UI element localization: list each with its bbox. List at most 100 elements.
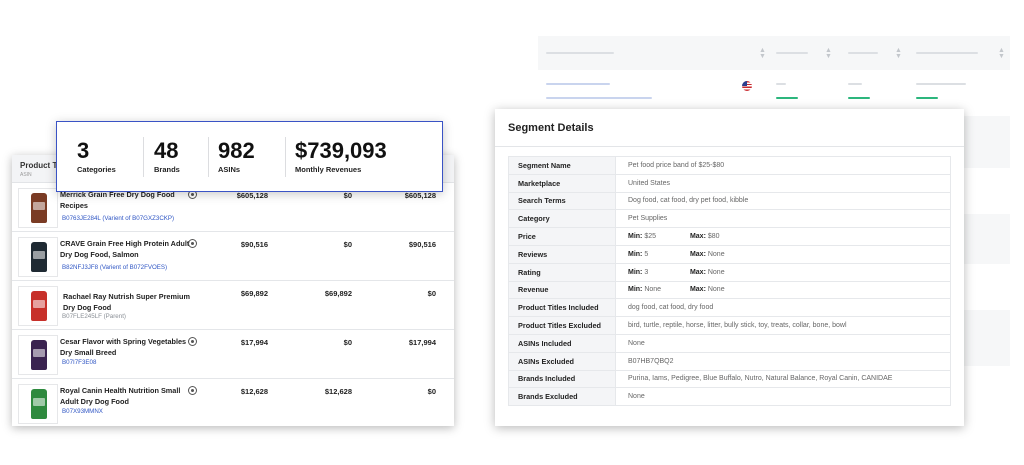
- detail-row: Search Terms Dog food, cat food, dry pet …: [508, 191, 951, 211]
- detail-value: Min: $25 Max: $80: [615, 227, 951, 246]
- detail-row: ASINs Excluded B07HB7QBQ2: [508, 351, 951, 371]
- detail-key: Price: [508, 227, 616, 246]
- product-asin[interactable]: B82NFJ3JF8 (Varient of B072FVOES): [62, 264, 168, 271]
- product-bag-image: [31, 193, 47, 223]
- green-bar: [776, 97, 798, 99]
- revenue-value: $0: [427, 387, 436, 396]
- placeholder-line: [546, 97, 652, 99]
- detail-key: Search Terms: [508, 191, 616, 211]
- us-flag-icon: [742, 81, 752, 91]
- sort-icon[interactable]: ▲ ▼: [825, 47, 832, 60]
- stat-asins: 982 ASINs: [218, 139, 255, 175]
- min-value: Min: 5: [628, 250, 649, 258]
- detail-row: Reviews Min: 5 Max: None: [508, 244, 951, 264]
- product-image: [18, 384, 58, 424]
- detail-row: Price Min: $25 Max: $80: [508, 227, 951, 246]
- green-bar: [848, 97, 870, 99]
- placeholder-line: [546, 83, 610, 85]
- detail-value: Min: 3 Max: None: [615, 262, 951, 282]
- product-bag-image: [31, 242, 47, 272]
- detail-row: Rating Min: 3 Max: None: [508, 262, 951, 282]
- detail-value: dog food, cat food, dry food: [615, 298, 951, 318]
- stat-value: 48: [154, 138, 179, 163]
- detail-key: Segment Name: [508, 156, 616, 175]
- product-name[interactable]: Royal Canin Health Nutrition Small Adult…: [60, 386, 181, 406]
- max-value: Max: None: [689, 286, 725, 294]
- detail-value: None: [615, 387, 951, 407]
- product-table: Product Titl ASIN Merrick Grain Free Dry…: [12, 155, 454, 426]
- detail-row: Category Pet Supplies: [508, 209, 951, 229]
- product-name[interactable]: CRAVE Grain Free High Protein Adult Dry …: [60, 239, 190, 259]
- product-name[interactable]: Cesar Flavor with Spring Vegetables Dry …: [60, 337, 187, 357]
- stat-monthly-revenues: $739,093 Monthly Revenues: [295, 138, 387, 175]
- product-name[interactable]: Rachael Ray Nutrish Super Premium Dry Do…: [63, 292, 190, 312]
- detail-key: ASINs Excluded: [508, 351, 616, 371]
- revenue-value: $17,994: [240, 338, 268, 347]
- detail-value: None: [615, 333, 951, 353]
- table-row[interactable]: Rachael Ray Nutrish Super Premium Dry Do…: [12, 282, 454, 330]
- detail-key: Product Titles Included: [508, 298, 616, 318]
- stat-label: Categories: [77, 165, 116, 174]
- sort-icon[interactable]: ▲ ▼: [895, 47, 902, 60]
- table-row[interactable]: CRAVE Grain Free High Protein Adult Dry …: [12, 233, 454, 281]
- revenue-value: $17,994: [408, 338, 436, 347]
- sort-icon[interactable]: ▲ ▼: [998, 47, 1005, 60]
- min-value: Min: 3: [628, 268, 649, 276]
- detail-key: ASINs Included: [508, 333, 616, 353]
- placeholder-line: [848, 52, 878, 54]
- stat-brands: 48 Brands: [154, 138, 180, 175]
- divider: [495, 146, 964, 147]
- info-icon[interactable]: [188, 386, 197, 395]
- panel-title: Segment Details: [508, 122, 594, 134]
- sort-icon[interactable]: ▲ ▼: [759, 47, 766, 60]
- stat-value: $739,093: [295, 138, 387, 163]
- info-icon[interactable]: [188, 239, 197, 248]
- placeholder-line: [776, 83, 786, 85]
- placeholder-line: [776, 52, 808, 54]
- detail-row: Brands Excluded None: [508, 387, 951, 407]
- revenue-value: $605,128: [404, 191, 436, 200]
- detail-key: Marketplace: [508, 173, 616, 193]
- detail-row: Product Titles Included dog food, cat foo…: [508, 298, 951, 318]
- product-asin[interactable]: B07FLE245LF (Parent): [62, 313, 126, 320]
- detail-row: Marketplace United States: [508, 173, 951, 193]
- product-name[interactable]: Merrick Grain Free Dry Dog Food Recipes: [60, 190, 175, 210]
- revenue-value: $69,892: [324, 289, 352, 298]
- stat-label: Monthly Revenues: [295, 165, 362, 174]
- detail-key: Category: [508, 209, 616, 229]
- min-value: Min: None: [628, 286, 662, 294]
- table-row[interactable]: Merrick Grain Free Dry Dog Food Recipes …: [12, 184, 454, 232]
- table-row[interactable]: Cesar Flavor with Spring Vegetables Dry …: [12, 331, 454, 379]
- product-asin[interactable]: B0763JE284L (Varient of B07GXZ3CKP): [62, 215, 175, 222]
- product-image: [18, 335, 58, 375]
- detail-value: Purina, Iams, Pedigree, Blue Buffalo, Nu…: [615, 369, 951, 389]
- info-icon[interactable]: [188, 337, 197, 346]
- detail-key: Rating: [508, 262, 616, 282]
- product-bag-image: [31, 291, 47, 321]
- max-value: Max: $80: [689, 233, 720, 241]
- product-bag-image: [31, 340, 47, 370]
- stat-label: Brands: [154, 165, 180, 174]
- placeholder-line: [848, 83, 862, 85]
- revenue-value: $12,628: [324, 387, 352, 396]
- detail-key: Revenue: [508, 280, 616, 300]
- product-image: [18, 286, 58, 326]
- column-subheader-asin: ASIN: [20, 172, 32, 178]
- product-bag-image: [31, 389, 47, 419]
- detail-key: Product Titles Excluded: [508, 316, 616, 335]
- table-row[interactable]: Royal Canin Health Nutrition Small Adult…: [12, 380, 454, 428]
- detail-value: bird, turtle, reptile, horse, litter, bu…: [615, 316, 951, 335]
- green-bar: [916, 97, 938, 99]
- revenue-value: $12,628: [240, 387, 268, 396]
- revenue-value: $90,516: [408, 240, 436, 249]
- revenue-value: $69,892: [240, 289, 268, 298]
- detail-value: Pet food price band of $25-$80: [615, 156, 951, 175]
- product-asin[interactable]: B07X93MMNX: [62, 408, 103, 415]
- column-header-product-titles[interactable]: Product Titl: [20, 161, 65, 170]
- stat-categories: 3 Categories: [77, 139, 116, 175]
- revenue-value: $90,516: [240, 240, 268, 249]
- product-asin[interactable]: B07I7F3E08: [62, 359, 97, 366]
- revenue-value: $0: [427, 289, 436, 298]
- revenue-value: $0: [343, 191, 352, 200]
- revenue-value: $0: [343, 240, 352, 249]
